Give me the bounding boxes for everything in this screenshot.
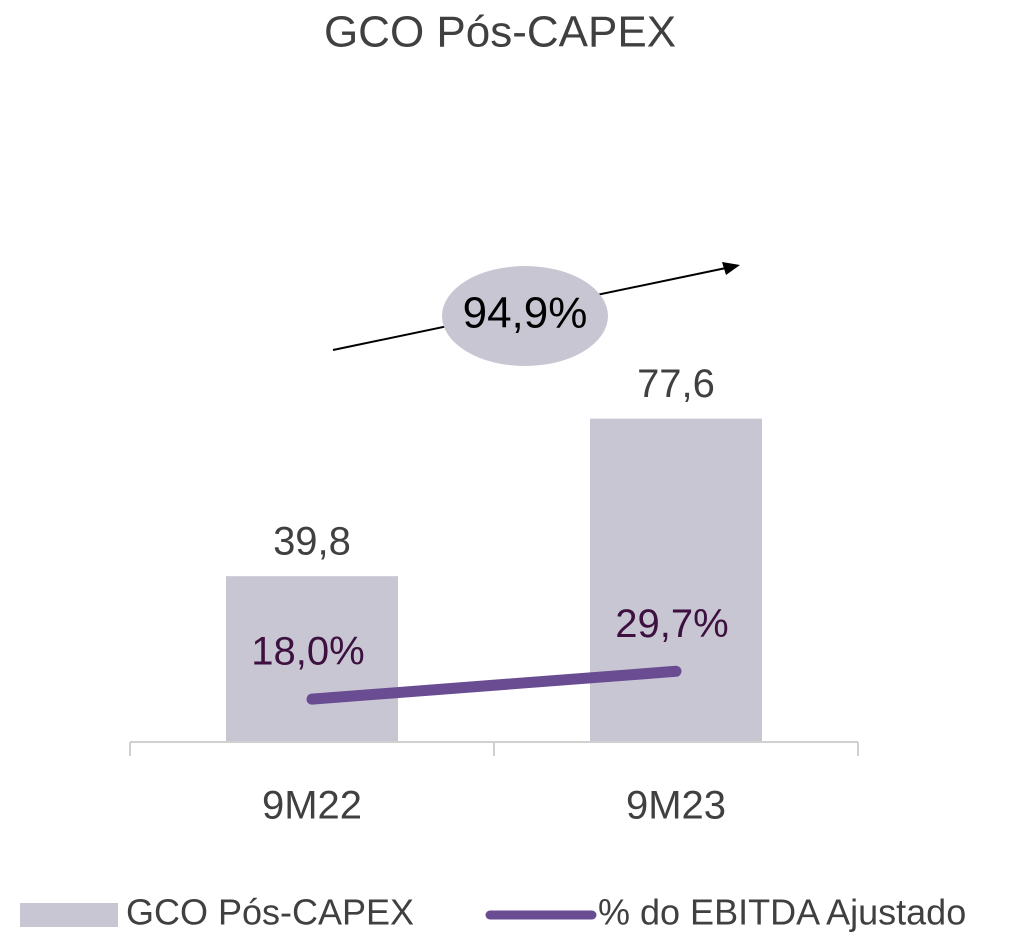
chart-title: GCO Pós-CAPEX	[324, 8, 676, 57]
annotation-bubble	[442, 266, 608, 366]
legend-label: % do EBITDA Ajustado	[598, 892, 966, 933]
legend-label: GCO Pós-CAPEX	[126, 892, 414, 933]
bar	[590, 418, 762, 742]
x-tick-label: 9M23	[626, 784, 726, 828]
bar	[226, 576, 398, 742]
x-tick-label: 9M22	[262, 784, 362, 828]
annotation: 94,9%	[463, 289, 588, 338]
bar-value-label: 77,6	[637, 362, 715, 406]
arrow-head	[722, 262, 740, 275]
bar-value-label: 39,8	[273, 520, 351, 564]
legend-swatch	[20, 903, 118, 927]
line-value-label: 29,7%	[615, 602, 728, 646]
line-value-label: 18,0%	[251, 630, 364, 674]
line-series	[306, 665, 682, 705]
